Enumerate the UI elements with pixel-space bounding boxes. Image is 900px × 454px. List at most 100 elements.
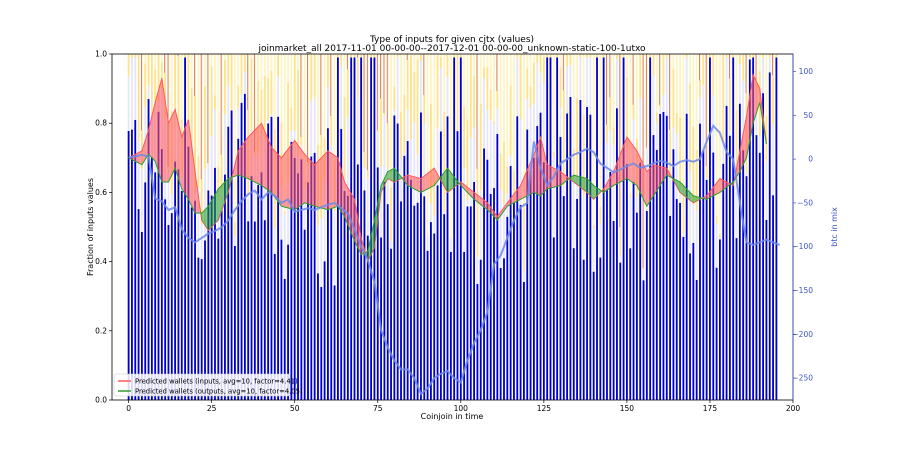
bar-segment [543, 56, 545, 82]
bar-segment [217, 54, 219, 167]
bar-segment [560, 54, 562, 67]
bar-segment [310, 101, 312, 156]
bar-segment [480, 54, 482, 104]
y2-tick-label: −150 [792, 286, 813, 295]
bar-segment [204, 169, 206, 240]
bar-segment [686, 54, 688, 57]
bar-segment [221, 54, 222, 155]
x-tick-label: 0 [126, 404, 131, 413]
bar-segment [609, 130, 611, 172]
bar-segment [473, 182, 475, 400]
bar-segment [317, 273, 319, 400]
bar-segment [583, 198, 585, 260]
bar-segment [390, 249, 392, 400]
band-fill [212, 198, 214, 227]
band-fill [273, 149, 275, 197]
bar-segment [486, 67, 488, 110]
band-fill [650, 166, 652, 201]
band-fill [426, 173, 428, 189]
bar-segment [131, 130, 133, 400]
bar-segment [427, 54, 429, 235]
bar-segment [536, 62, 538, 126]
band-fill [172, 113, 174, 175]
bar-segment [473, 54, 475, 76]
bar-segment [251, 54, 253, 58]
bar-segment [593, 229, 595, 272]
bar-segment [692, 126, 694, 203]
bar-segment [397, 57, 399, 123]
band-fill [275, 151, 277, 199]
bar-segment [383, 54, 384, 113]
band-fill [175, 109, 177, 173]
band-fill [163, 89, 165, 182]
band-fill [157, 90, 159, 171]
bar-segment [516, 116, 518, 400]
bar-segment [579, 100, 581, 400]
band-fill [281, 156, 283, 207]
bar-segment [712, 54, 714, 95]
band-fill [652, 165, 654, 199]
bar-segment [563, 196, 565, 400]
bar-segment [433, 216, 435, 234]
bar-segment [500, 54, 502, 154]
bar-segment [457, 54, 459, 131]
bar-segment [194, 54, 195, 96]
band-fill [338, 158, 340, 209]
bar-segment [633, 182, 635, 400]
bar-segment [500, 154, 502, 191]
bar-segment [596, 54, 598, 57]
band-fill [238, 149, 240, 176]
bar-segment [440, 67, 442, 131]
bar-segment [184, 57, 186, 400]
bar-segment [344, 191, 346, 400]
y-axis-ticks: 0.00.20.40.60.81.0 [95, 50, 112, 405]
bar-segment [599, 54, 601, 207]
bar-segment [357, 58, 359, 97]
bar-segment [486, 54, 488, 67]
bar-segment [729, 54, 730, 79]
band-fill [137, 153, 139, 163]
bar-segment [689, 253, 691, 400]
band-fill [243, 142, 245, 178]
bar-segment [666, 57, 668, 115]
band-fill [579, 176, 581, 187]
bar-segment [443, 112, 445, 212]
bar-segment [237, 139, 239, 400]
band-fill [419, 178, 421, 192]
bar-segment [709, 54, 711, 57]
bar-segment [546, 54, 548, 57]
bar-segment [496, 54, 497, 91]
band-fill [657, 166, 659, 191]
bar-segment [686, 57, 688, 113]
bar-segment [583, 260, 585, 400]
band-fill [263, 127, 265, 188]
band-fill [316, 161, 318, 207]
band-fill [173, 109, 175, 171]
bar-segment [383, 182, 385, 400]
bar-segment [171, 194, 173, 213]
band-fill [722, 179, 724, 191]
band-fill [300, 147, 302, 206]
band-fill [295, 141, 297, 210]
band-fill [320, 158, 322, 208]
bar-segment [144, 54, 146, 63]
bar-segment [344, 54, 346, 97]
bar-segment [164, 199, 166, 400]
band-fill [308, 158, 310, 205]
bar-segment [284, 212, 286, 215]
bar-segment [560, 107, 562, 137]
band-fill [424, 175, 426, 191]
band-fill [345, 182, 347, 221]
bar-segment [663, 112, 665, 400]
bar-segment [516, 57, 518, 116]
bar-segment [184, 54, 186, 57]
bar-segment [490, 54, 492, 90]
bar-segment [274, 54, 276, 129]
bar-segment [141, 54, 142, 131]
bar-segment [477, 284, 479, 400]
bar-segment [337, 57, 339, 400]
bar-segment [540, 54, 542, 73]
bar-segment [616, 54, 618, 59]
bar-segment [221, 155, 223, 189]
bar-segment [659, 108, 661, 114]
